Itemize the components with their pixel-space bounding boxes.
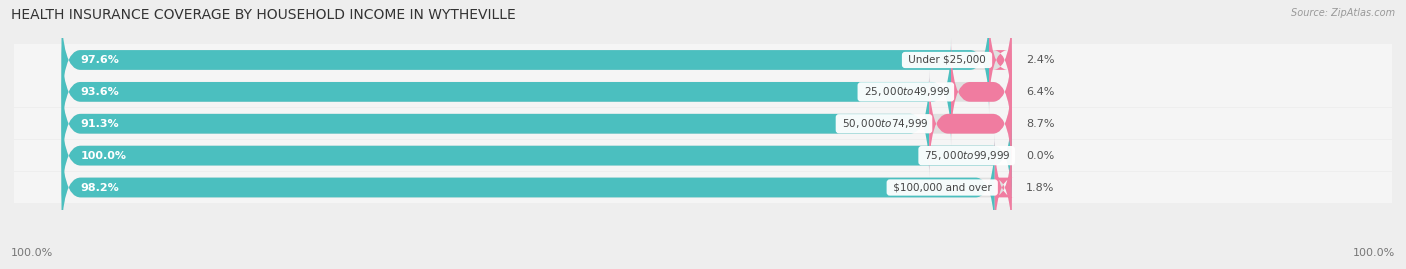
FancyBboxPatch shape xyxy=(62,102,1012,210)
FancyBboxPatch shape xyxy=(14,44,1392,76)
FancyBboxPatch shape xyxy=(993,134,1014,241)
Text: $100,000 and over: $100,000 and over xyxy=(890,182,994,193)
Text: 91.3%: 91.3% xyxy=(80,119,120,129)
FancyBboxPatch shape xyxy=(14,108,1392,139)
FancyBboxPatch shape xyxy=(950,38,1012,146)
FancyBboxPatch shape xyxy=(14,76,1392,108)
Text: 2.4%: 2.4% xyxy=(1026,55,1054,65)
Text: 1.8%: 1.8% xyxy=(1026,182,1054,193)
Text: HEALTH INSURANCE COVERAGE BY HOUSEHOLD INCOME IN WYTHEVILLE: HEALTH INSURANCE COVERAGE BY HOUSEHOLD I… xyxy=(11,8,516,22)
Text: 98.2%: 98.2% xyxy=(80,182,120,193)
FancyBboxPatch shape xyxy=(62,70,1012,178)
FancyBboxPatch shape xyxy=(988,6,1012,114)
FancyBboxPatch shape xyxy=(14,140,1392,171)
Text: 93.6%: 93.6% xyxy=(80,87,120,97)
Text: Under $25,000: Under $25,000 xyxy=(905,55,988,65)
Text: $50,000 to $74,999: $50,000 to $74,999 xyxy=(839,117,929,130)
Text: 100.0%: 100.0% xyxy=(1353,248,1395,258)
FancyBboxPatch shape xyxy=(62,38,1012,146)
Text: 100.0%: 100.0% xyxy=(80,151,127,161)
FancyBboxPatch shape xyxy=(62,6,1012,114)
FancyBboxPatch shape xyxy=(62,6,988,114)
FancyBboxPatch shape xyxy=(62,134,994,241)
FancyBboxPatch shape xyxy=(62,38,950,146)
Text: $25,000 to $49,999: $25,000 to $49,999 xyxy=(860,85,950,98)
Text: 0.0%: 0.0% xyxy=(1026,151,1054,161)
Text: $75,000 to $99,999: $75,000 to $99,999 xyxy=(921,149,1012,162)
FancyBboxPatch shape xyxy=(62,134,1012,241)
FancyBboxPatch shape xyxy=(929,70,1012,178)
Text: 8.7%: 8.7% xyxy=(1026,119,1054,129)
Text: 97.6%: 97.6% xyxy=(80,55,120,65)
Text: 100.0%: 100.0% xyxy=(11,248,53,258)
FancyBboxPatch shape xyxy=(62,102,1012,210)
Text: 6.4%: 6.4% xyxy=(1026,87,1054,97)
FancyBboxPatch shape xyxy=(14,172,1392,203)
Text: Source: ZipAtlas.com: Source: ZipAtlas.com xyxy=(1291,8,1395,18)
FancyBboxPatch shape xyxy=(62,70,929,178)
